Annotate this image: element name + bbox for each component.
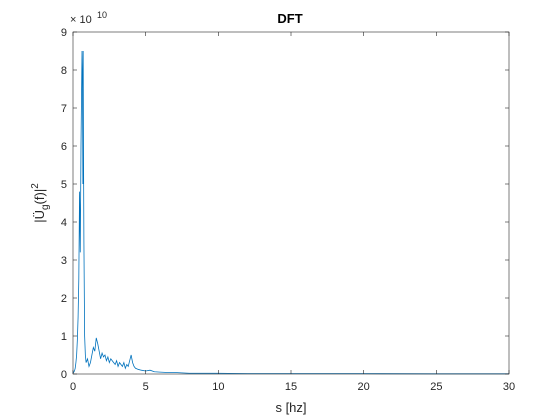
y-tick-label: 2 bbox=[61, 293, 67, 305]
y-exponent: × 10 10 bbox=[70, 10, 107, 26]
y-axis-label: |Üg(f)|2 bbox=[30, 183, 51, 223]
y-axis: 0 1 2 3 4 5 6 7 8 9 bbox=[61, 27, 509, 381]
y-axis-label-base: |Ü bbox=[32, 210, 47, 223]
y-axis-label-mid: (f)| bbox=[32, 189, 47, 205]
y-tick-label: 4 bbox=[61, 217, 67, 229]
y-axis-label-sup: 2 bbox=[30, 183, 41, 189]
y-exponent-base: × 10 bbox=[70, 14, 92, 26]
y-axis-label-sub: g bbox=[40, 204, 51, 210]
y-tick-label: 1 bbox=[61, 331, 67, 343]
x-tick-label: 10 bbox=[212, 381, 224, 393]
y-tick-label: 3 bbox=[61, 255, 67, 267]
x-axis-label: s [hz] bbox=[275, 400, 306, 415]
x-tick-label: 30 bbox=[503, 381, 515, 393]
x-tick-label: 5 bbox=[143, 381, 149, 393]
y-tick-label: 0 bbox=[61, 369, 67, 381]
series-line bbox=[72, 50, 509, 375]
x-tick-label: 15 bbox=[285, 381, 297, 393]
x-axis: 0 5 10 15 20 25 30 bbox=[70, 32, 515, 393]
y-tick-label: 9 bbox=[61, 27, 67, 39]
y-tick-label: 5 bbox=[61, 179, 67, 191]
x-tick-label: 20 bbox=[358, 381, 370, 393]
chart-title: DFT bbox=[277, 11, 302, 26]
y-exponent-power: 10 bbox=[97, 10, 107, 20]
y-tick-label: 7 bbox=[61, 103, 67, 115]
x-tick-label: 0 bbox=[70, 381, 76, 393]
y-tick-label: 6 bbox=[61, 141, 67, 153]
x-tick-label: 25 bbox=[430, 381, 442, 393]
plot-area bbox=[73, 32, 509, 374]
y-tick-label: 8 bbox=[61, 65, 67, 77]
